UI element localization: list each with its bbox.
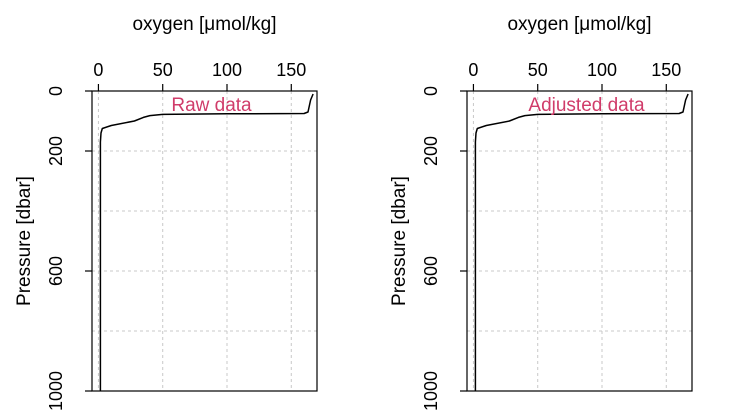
y-tick-label: 200 (46, 136, 66, 166)
x-tick-label: 100 (212, 60, 242, 80)
x-tick-label: 150 (276, 60, 306, 80)
x-tick-label: 100 (587, 60, 617, 80)
adjusted-data-panel: 0 50 100 150 0 200 600 1000 oxygen [μmol/kg] Pres… (389, 14, 693, 411)
x-tick-label: 150 (651, 60, 681, 80)
y-tick-label: 0 (421, 86, 441, 96)
raw-data-panel: 0 50 100 150 0 200 600 1000 oxygen [μmol/kg] Pres… (14, 14, 318, 411)
panel-label: Raw data (171, 95, 252, 116)
x-tick-label: 0 (93, 60, 103, 80)
y-tick-label: 600 (421, 256, 441, 286)
y-tick-label: 0 (46, 86, 66, 96)
y-tick-label: 200 (421, 136, 441, 166)
y-axis-title: Pressure [dbar] (14, 176, 35, 306)
y-tick-label: 1000 (46, 371, 66, 411)
oxygen-profile-line (474, 93, 689, 391)
plot-frame (91, 90, 318, 392)
oxygen-profile-line (99, 93, 314, 391)
x-axis-title: oxygen [μmol/kg] (507, 14, 651, 35)
y-tick-label: 1000 (421, 371, 441, 411)
x-tick-label: 50 (153, 60, 173, 80)
y-tick-label: 600 (46, 256, 66, 286)
x-tick-label: 50 (528, 60, 548, 80)
x-tick-label: 0 (468, 60, 478, 80)
plot-frame (466, 90, 693, 392)
y-axis-title: Pressure [dbar] (389, 176, 410, 306)
panel-label: Adjusted data (528, 95, 645, 116)
x-axis-title: oxygen [μmol/kg] (132, 14, 276, 35)
